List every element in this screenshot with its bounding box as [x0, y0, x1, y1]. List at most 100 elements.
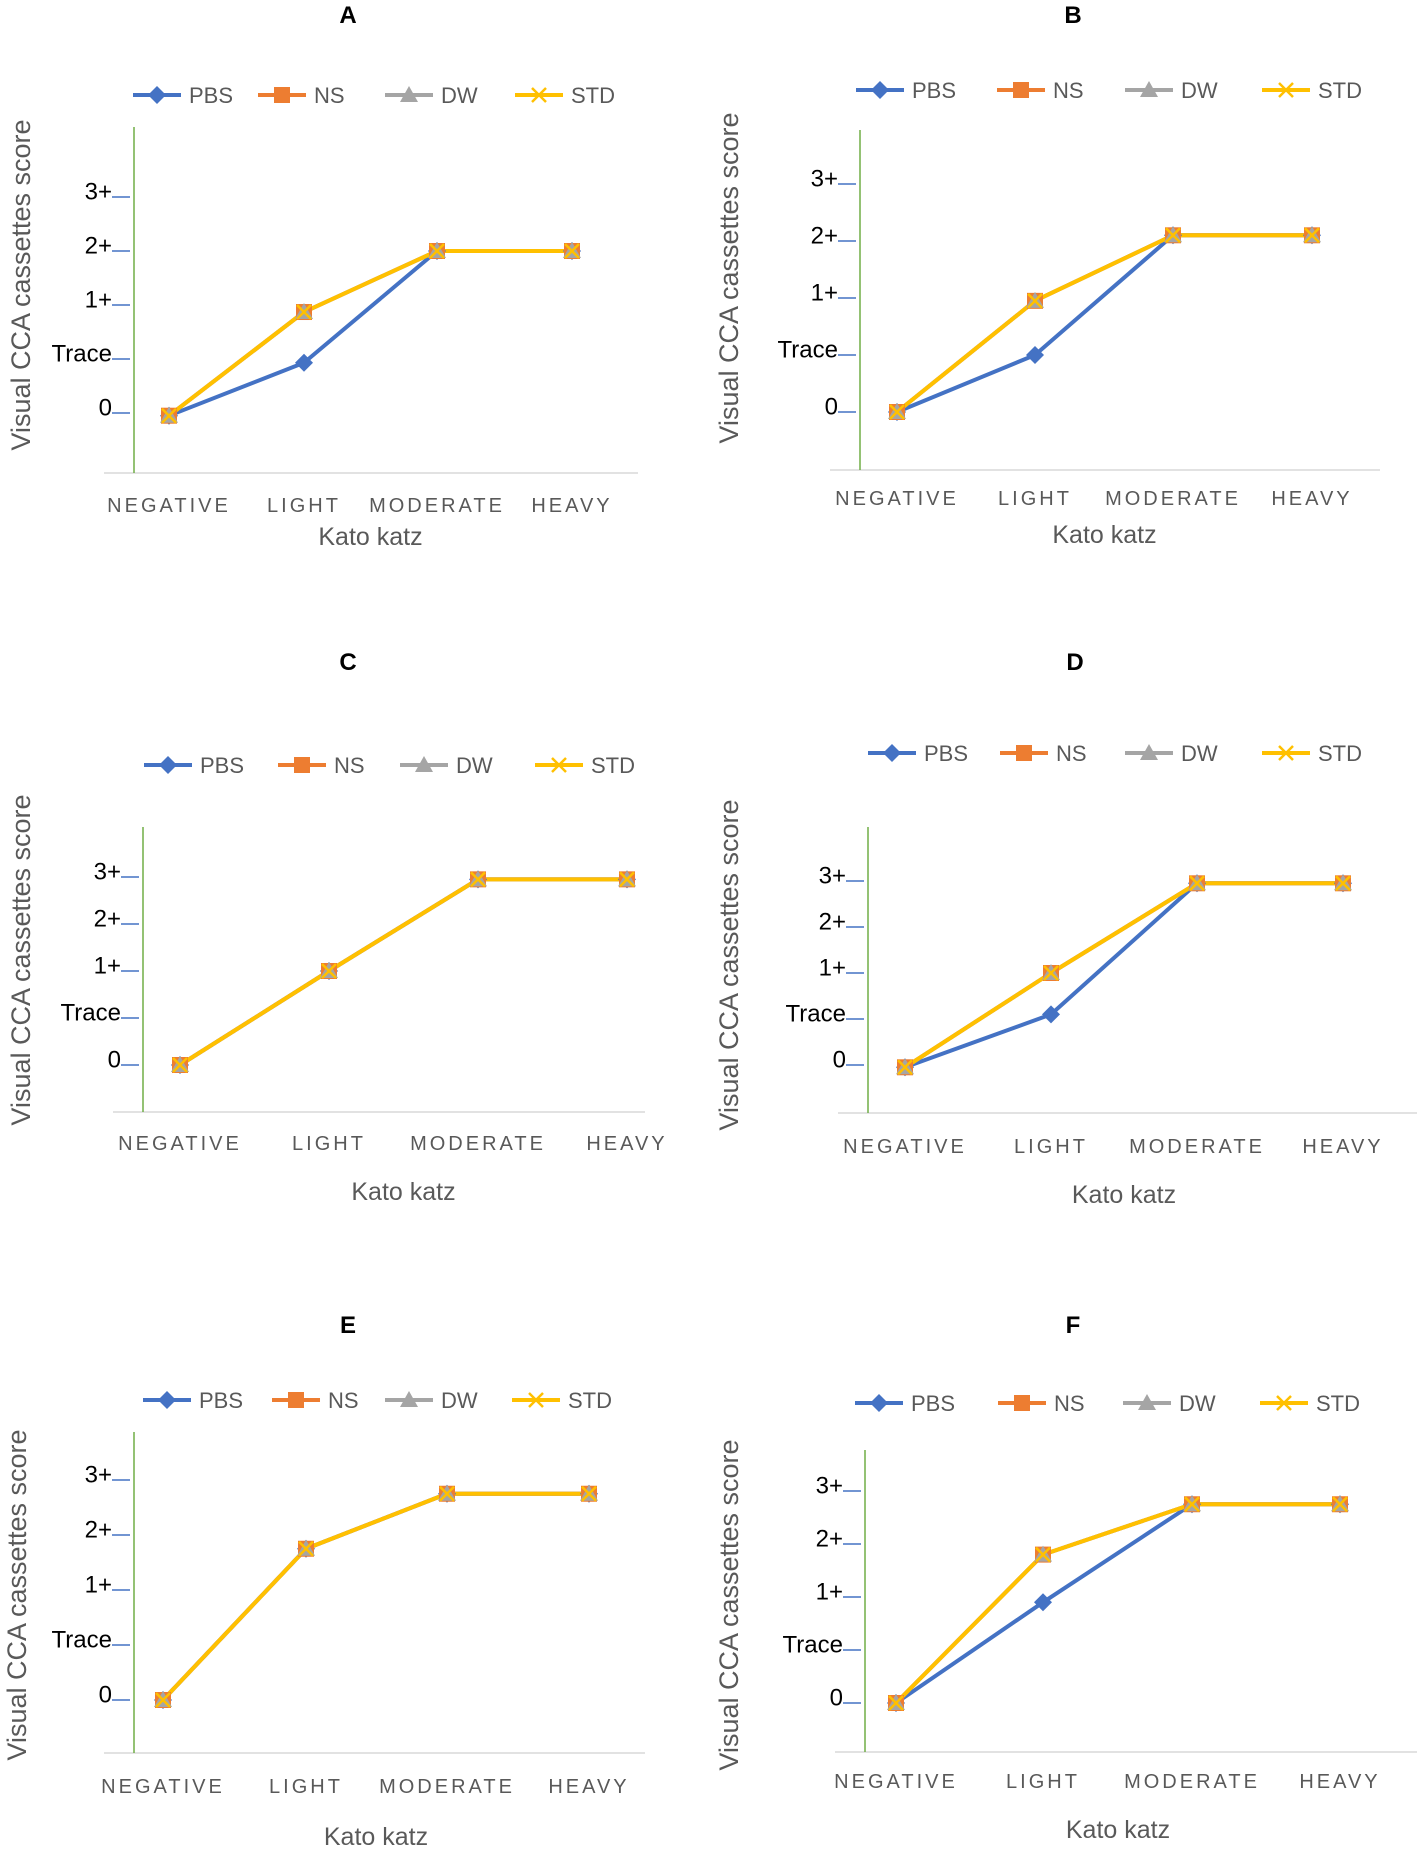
legend-e: PBS NS DW STD	[143, 1388, 612, 1413]
x-tick-label-b: LIGHT	[998, 488, 1072, 510]
legend-label-pbs: PBS	[200, 753, 244, 778]
legend-marker-dw	[400, 1391, 418, 1407]
legend-label-std: STD	[571, 83, 615, 108]
x-tick-label-d: NEGATIVE	[843, 1136, 967, 1158]
series-line-ns-c	[178, 877, 627, 1067]
chart-panel-f: F PBS NS DW STD Visual CCA cassettes score 0 Tr…	[714, 1312, 1417, 1844]
legend-label-ns: NS	[314, 83, 345, 108]
chart-panel-d: D PBS NS DW STD Visual CCA cassettes score 0 Tr…	[714, 649, 1417, 1209]
y-tick-label-a: 1+	[85, 286, 112, 313]
data-point-std-c	[470, 871, 486, 888]
y-tick-label-c: 0	[108, 1046, 121, 1073]
legend-label-ns: NS	[1056, 741, 1087, 766]
legend-label-ns: NS	[1053, 78, 1084, 103]
x-tick-label-e: MODERATE	[379, 1776, 515, 1798]
data-point-std-f	[1035, 1546, 1051, 1563]
y-tick-label-b: 1+	[811, 279, 838, 306]
series-line-pbs-e	[161, 1491, 589, 1702]
x-tick-label-f: MODERATE	[1124, 1771, 1260, 1793]
x-axis-label-d: Kato katz	[1072, 1181, 1176, 1209]
series-line-ns-e	[161, 1491, 589, 1702]
panel-label-c: C	[339, 649, 356, 676]
y-axis-label-b: Visual CCA cassettes score	[714, 112, 744, 443]
y-tick-label-d: 0	[833, 1046, 846, 1073]
series-line-std-d	[903, 881, 1343, 1069]
series-line-dw-f	[894, 1502, 1340, 1705]
x-axis-label-c: Kato katz	[351, 1178, 455, 1206]
y-tick-label-e: 2+	[85, 1516, 112, 1543]
x-tick-label-e: LIGHT	[269, 1776, 343, 1798]
x-axis-label-e: Kato katz	[324, 1823, 428, 1850]
legend-label-pbs: PBS	[912, 78, 956, 103]
legend-label-dw: DW	[441, 83, 478, 108]
series-line-pbs-b	[896, 233, 1312, 414]
chart-panel-c: C PBS NS DW STD Visual CCA cassettes score 0 Tr…	[6, 649, 667, 1206]
legend-marker-ns	[1014, 1395, 1030, 1411]
legend-marker-ns	[294, 757, 310, 773]
y-axis-label-f: Visual CCA cassettes score	[714, 1439, 744, 1770]
data-point-std-f	[888, 1695, 904, 1711]
legend-label-pbs: PBS	[924, 741, 968, 766]
x-tick-label-a: MODERATE	[369, 495, 505, 517]
x-tick-label-f: LIGHT	[1006, 1771, 1080, 1793]
series-line-pbs-d	[904, 881, 1343, 1070]
data-point-std-a	[161, 407, 177, 424]
legend-marker-dw	[1140, 81, 1158, 97]
y-tick-label-d: 3+	[819, 862, 846, 889]
legend-label-std: STD	[1318, 741, 1362, 766]
legend-d: PBS NS DW STD	[868, 741, 1362, 766]
y-tick-label-d: 1+	[819, 954, 846, 981]
legend-marker-pbs	[148, 86, 166, 104]
y-tick-label-e: 0	[99, 1681, 112, 1708]
legend-label-dw: DW	[456, 753, 493, 778]
y-tick-label-a: Trace	[52, 340, 112, 367]
series-line-std-e	[161, 1491, 589, 1702]
data-point-std-b	[1165, 227, 1181, 244]
data-point-std-f	[1184, 1496, 1200, 1513]
data-point-std-e	[439, 1485, 455, 1502]
legend-label-ns: NS	[334, 753, 365, 778]
x-axis-label-f: Kato katz	[1066, 1816, 1170, 1844]
series-line-pbs-f	[894, 1502, 1340, 1705]
data-point-std-e	[298, 1540, 314, 1557]
y-axis-label-d: Visual CCA cassettes score	[714, 799, 744, 1130]
legend-label-std: STD	[591, 753, 635, 778]
data-point-std-b	[1304, 227, 1320, 244]
series-line-std-b	[895, 233, 1312, 414]
data-point-std-c	[321, 963, 337, 979]
data-point-std-f	[1332, 1496, 1348, 1513]
legend-label-dw: DW	[441, 1388, 478, 1413]
series-line-dw-d	[903, 881, 1343, 1069]
y-axis-label-a: Visual CCA cassettes score	[6, 119, 36, 450]
x-tick-label-c: HEAVY	[586, 1133, 667, 1155]
data-point-std-d	[1189, 875, 1205, 892]
y-tick-label-d: Trace	[786, 1000, 846, 1027]
data-point-std-a	[564, 243, 580, 259]
series-line-dw-c	[178, 877, 627, 1067]
legend-f: PBS NS DW STD	[855, 1391, 1360, 1416]
legend-label-ns: NS	[328, 1388, 359, 1413]
x-tick-label-c: NEGATIVE	[118, 1133, 242, 1155]
data-point-std-e	[581, 1485, 597, 1502]
data-point-std-a	[429, 243, 445, 259]
series-line-ns-d	[903, 881, 1343, 1069]
legend-marker-ns	[274, 87, 290, 103]
legend-marker-ns	[1013, 82, 1029, 98]
legend-label-dw: DW	[1179, 1391, 1216, 1416]
legend-label-ns: NS	[1054, 1391, 1085, 1416]
series-line-pbs-a	[168, 249, 572, 418]
legend-label-std: STD	[568, 1388, 612, 1413]
x-tick-label-a: HEAVY	[531, 495, 612, 517]
data-point-pbs-a	[295, 353, 313, 372]
legend-marker-pbs	[871, 81, 889, 99]
legend-label-dw: DW	[1181, 741, 1218, 766]
series-line-dw-e	[161, 1491, 589, 1702]
x-tick-label-e: HEAVY	[548, 1776, 629, 1798]
x-tick-label-f: HEAVY	[1299, 1771, 1380, 1793]
legend-marker-std	[1278, 82, 1294, 98]
y-tick-label-a: 0	[99, 394, 112, 421]
legend-marker-ns	[288, 1392, 304, 1408]
data-point-std-b	[1027, 292, 1043, 309]
x-tick-label-c: LIGHT	[292, 1133, 366, 1155]
